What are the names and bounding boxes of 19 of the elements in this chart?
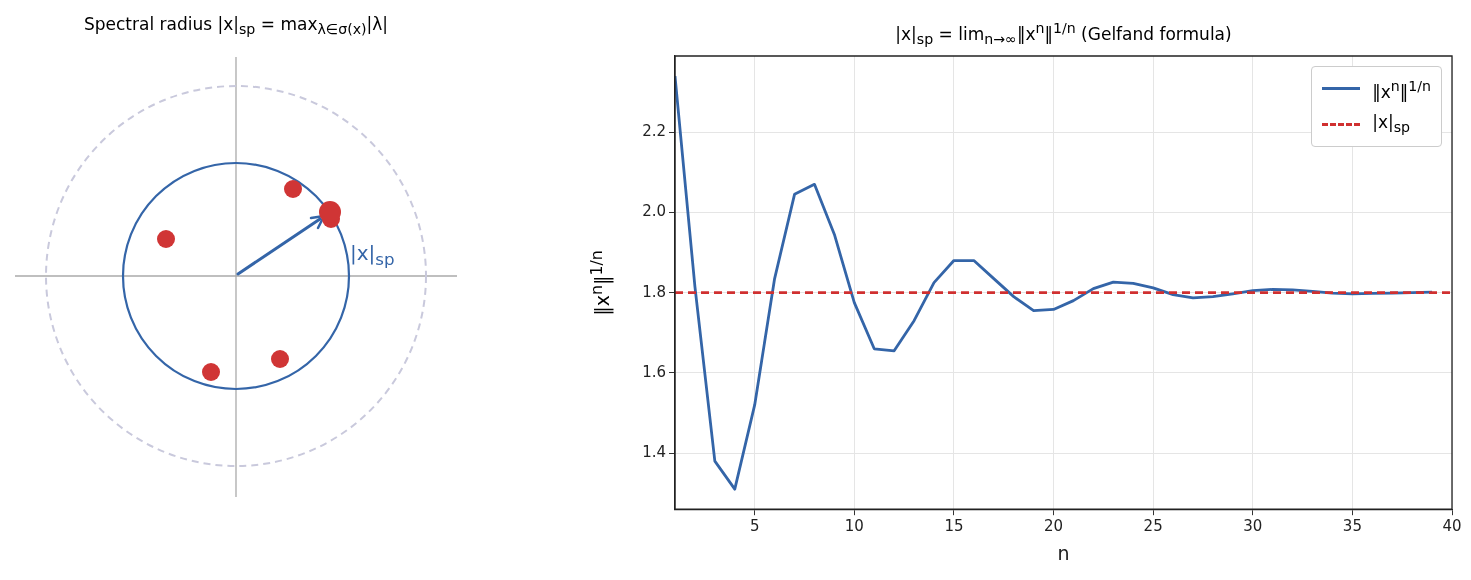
- x-tick-label: 10: [844, 517, 864, 536]
- y-tick-label: 1.4: [642, 442, 666, 461]
- chart-title: |x|$_{sp}$ = lim$_{n→∞}$‖x$^{n}$‖$^{1/n}$ (Gelfand formula): [895, 20, 1232, 48]
- text: |x|$_{sp}$: [350, 241, 395, 269]
- y-tick-label: 2.2: [642, 122, 666, 141]
- text: Spectral radius |x|$_{sp}$ = max$_{λ∈σ(x)}$|λ|: [83, 14, 389, 38]
- legend-label: |x|$_{sp}$: [1372, 110, 1411, 138]
- y-tick-label: 2.0: [642, 202, 666, 221]
- y-tick-label: 1.8: [642, 282, 666, 301]
- x-tick-label: 25: [1143, 517, 1163, 536]
- x-axis-title: n: [1057, 541, 1070, 564]
- x-tick-label: 40: [1442, 517, 1462, 536]
- y-tick-label: 1.6: [642, 362, 666, 381]
- x-tick-label: 15: [944, 517, 964, 536]
- x-tick-label: 30: [1243, 517, 1263, 536]
- x-tick-label: 20: [1043, 517, 1064, 536]
- legend-label: ‖x$^{n}$‖$^{1/n}$: [1372, 77, 1431, 104]
- x-tick-label: 35: [1342, 517, 1362, 536]
- x-tick-label: 5: [749, 517, 760, 536]
